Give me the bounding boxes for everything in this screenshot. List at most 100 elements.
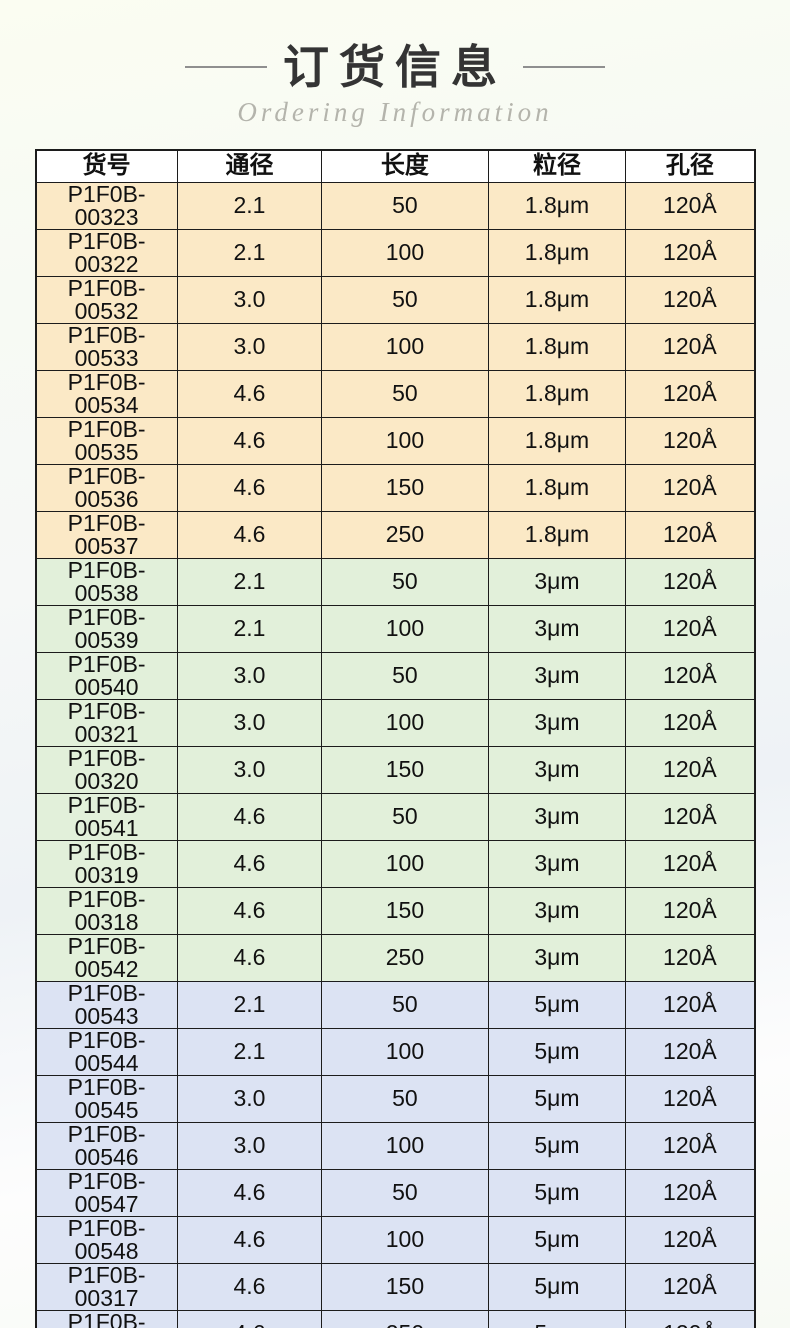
cell-length: 100	[321, 322, 489, 371]
cell-code: P1F0B-00548	[35, 1215, 178, 1264]
cell-length: 250	[321, 1309, 489, 1328]
table-row: P1F0B-00536 4.6 150 1.8μm 120Å	[35, 463, 755, 512]
table-row: P1F0B-00320 3.0 150 3μm 120Å	[35, 745, 755, 794]
cell-pore: 120Å	[625, 510, 755, 559]
table-row: P1F0B-00318 4.6 150 3μm 120Å	[35, 886, 755, 935]
table-row: P1F0B-00537 4.6 250 1.8μm 120Å	[35, 510, 755, 559]
cell-pore: 120Å	[625, 1027, 755, 1076]
cell-diameter: 3.0	[176, 322, 323, 371]
cell-pore: 120Å	[625, 1074, 755, 1123]
cell-length: 50	[321, 557, 489, 606]
cell-particle: 3μm	[487, 745, 627, 794]
cell-diameter: 3.0	[176, 275, 323, 324]
cell-code: P1F0B-00541	[35, 792, 178, 841]
cell-pore: 120Å	[625, 792, 755, 841]
page-title: 订货信息	[283, 41, 507, 93]
cell-code: P1F0B-00318	[35, 886, 178, 935]
table-row: P1F0B-00535 4.6 100 1.8μm 120Å	[35, 416, 755, 465]
cell-code: P1F0B-00540	[35, 651, 178, 700]
cell-diameter: 2.1	[176, 181, 323, 230]
cell-length: 50	[321, 792, 489, 841]
cell-diameter: 4.6	[176, 1262, 323, 1311]
cell-particle: 1.8μm	[487, 275, 627, 324]
cell-diameter: 2.1	[176, 228, 323, 277]
cell-diameter: 4.6	[176, 1309, 323, 1328]
cell-particle: 5μm	[487, 1027, 627, 1076]
cell-diameter: 4.6	[176, 886, 323, 935]
cell-length: 250	[321, 933, 489, 982]
cell-diameter: 4.6	[176, 933, 323, 982]
cell-diameter: 2.1	[176, 557, 323, 606]
table-row: P1F0B-00317 4.6 150 5μm 120Å	[35, 1262, 755, 1311]
cell-particle: 3μm	[487, 933, 627, 982]
table-row: P1F0B-00546 3.0 100 5μm 120Å	[35, 1121, 755, 1170]
cell-code: P1F0B-00323	[35, 181, 178, 230]
cell-pore: 120Å	[625, 1309, 755, 1328]
cell-pore: 120Å	[625, 698, 755, 747]
cell-diameter: 4.6	[176, 369, 323, 418]
col-header-particle-size: 粒径	[487, 149, 627, 183]
cell-diameter: 3.0	[176, 1121, 323, 1170]
cell-particle: 1.8μm	[487, 228, 627, 277]
cell-code: P1F0B-00534	[35, 369, 178, 418]
cell-length: 50	[321, 275, 489, 324]
cell-diameter: 3.0	[176, 1074, 323, 1123]
cell-pore: 120Å	[625, 839, 755, 888]
table-row: P1F0B-00538 2.1 50 3μm 120Å	[35, 557, 755, 606]
cell-diameter: 3.0	[176, 745, 323, 794]
cell-length: 100	[321, 1121, 489, 1170]
page-subtitle: Ordering Information	[237, 96, 553, 127]
cell-particle: 5μm	[487, 1121, 627, 1170]
cell-pore: 120Å	[625, 1215, 755, 1264]
cell-code: P1F0B-00532	[35, 275, 178, 324]
cell-diameter: 2.1	[176, 1027, 323, 1076]
cell-pore: 120Å	[625, 416, 755, 465]
cell-length: 100	[321, 228, 489, 277]
cell-particle: 3μm	[487, 557, 627, 606]
cell-pore: 120Å	[625, 886, 755, 935]
cell-length: 50	[321, 980, 489, 1029]
cell-length: 50	[321, 1074, 489, 1123]
table-row: P1F0B-00534 4.6 50 1.8μm 120Å	[35, 369, 755, 418]
cell-length: 150	[321, 463, 489, 512]
table-row: P1F0B-00545 3.0 50 5μm 120Å	[35, 1074, 755, 1123]
cell-particle: 1.8μm	[487, 510, 627, 559]
cell-length: 100	[321, 698, 489, 747]
cell-particle: 5μm	[487, 980, 627, 1029]
cell-length: 100	[321, 604, 489, 653]
cell-particle: 5μm	[487, 1262, 627, 1311]
cell-code: P1F0B-00317	[35, 1262, 178, 1311]
cell-code: P1F0B-00320	[35, 745, 178, 794]
cell-code: P1F0B-00316	[35, 1309, 178, 1328]
cell-length: 150	[321, 1262, 489, 1311]
table-header-row: 货号 通径 长度 粒径 孔径	[35, 149, 755, 183]
cell-length: 150	[321, 886, 489, 935]
cell-diameter: 4.6	[176, 510, 323, 559]
cell-diameter: 4.6	[176, 1168, 323, 1217]
cell-code: P1F0B-00321	[35, 698, 178, 747]
cell-code: P1F0B-00546	[35, 1121, 178, 1170]
table-row: P1F0B-00322 2.1 100 1.8μm 120Å	[35, 228, 755, 277]
cell-pore: 120Å	[625, 1121, 755, 1170]
cell-particle: 5μm	[487, 1168, 627, 1217]
cell-particle: 5μm	[487, 1074, 627, 1123]
cell-code: P1F0B-00537	[35, 510, 178, 559]
cell-length: 50	[321, 181, 489, 230]
cell-code: P1F0B-00538	[35, 557, 178, 606]
cell-length: 100	[321, 1027, 489, 1076]
table-row: P1F0B-00547 4.6 50 5μm 120Å	[35, 1168, 755, 1217]
cell-code: P1F0B-00539	[35, 604, 178, 653]
title-decor-line-right	[523, 66, 605, 69]
title-decor-line-left	[185, 66, 267, 69]
cell-pore: 120Å	[625, 604, 755, 653]
col-header-item-no: 货号	[35, 149, 178, 183]
cell-length: 50	[321, 651, 489, 700]
cell-diameter: 3.0	[176, 651, 323, 700]
table-row: P1F0B-00539 2.1 100 3μm 120Å	[35, 604, 755, 653]
cell-code: P1F0B-00319	[35, 839, 178, 888]
cell-code: P1F0B-00543	[35, 980, 178, 1029]
cell-code: P1F0B-00547	[35, 1168, 178, 1217]
cell-diameter: 4.6	[176, 1215, 323, 1264]
cell-length: 100	[321, 416, 489, 465]
